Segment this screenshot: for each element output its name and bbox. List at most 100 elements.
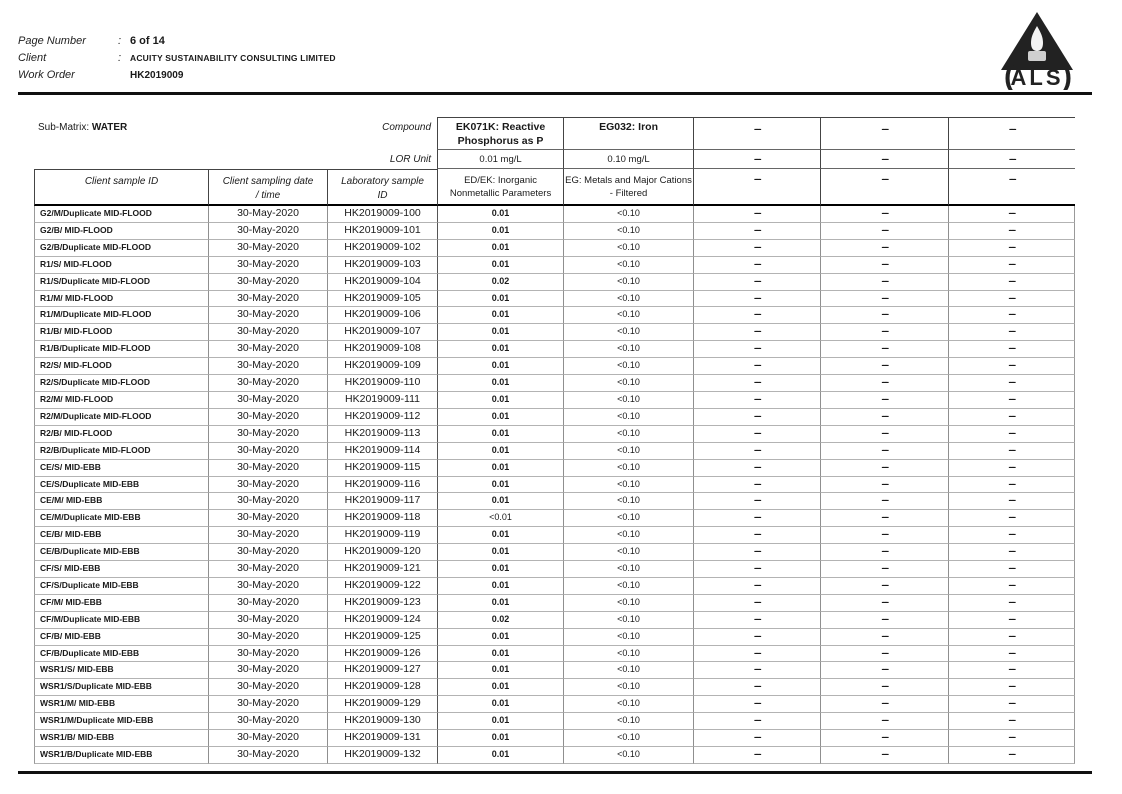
empty-value-cell: ---- xyxy=(693,577,821,595)
sampling-date-cell: 30-May-2020 xyxy=(208,391,327,409)
empty-value-cell: ---- xyxy=(693,391,821,409)
empty-value-cell: ---- xyxy=(948,696,1076,714)
lab-sample-id-cell: HK2019009-132 xyxy=(327,747,438,764)
empty-value-cell: ---- xyxy=(693,493,821,511)
table-row: R1/M/Duplicate MID-FLOOD 30-May-2020 HK2… xyxy=(34,307,1076,325)
iron-value-cell: <0.10 xyxy=(563,290,694,308)
table-row: G2/B/ MID-FLOOD 30-May-2020 HK2019009-10… xyxy=(34,222,1076,240)
empty-value-cell: ---- xyxy=(693,256,821,274)
sample-id-cell: R2/M/ MID-FLOOD xyxy=(34,391,208,409)
lab-sample-id-cell: HK2019009-113 xyxy=(327,425,438,443)
empty-value-cell: ---- xyxy=(948,459,1076,477)
table-row: CF/S/Duplicate MID-EBB 30-May-2020 HK201… xyxy=(34,577,1076,595)
empty-value-cell: ---- xyxy=(820,527,949,545)
table-row: CE/B/ MID-EBB 30-May-2020 HK2019009-119 … xyxy=(34,527,1076,545)
sampling-date-cell: 30-May-2020 xyxy=(208,527,327,545)
method-group-cell: ED/EK: Inorganic Nonmetallic Parameters xyxy=(437,169,564,206)
table-row: CF/M/ MID-EBB 30-May-2020 HK2019009-123 … xyxy=(34,594,1076,612)
sample-id-cell: CE/S/ MID-EBB xyxy=(34,459,208,477)
phosphorus-value-cell: 0.02 xyxy=(437,273,564,291)
page-number-value: 6 of 14 xyxy=(130,35,165,47)
lab-sample-id-cell: HK2019009-119 xyxy=(327,527,438,545)
sampling-date-cell: 30-May-2020 xyxy=(208,459,327,477)
phosphorus-value-cell: <0.01 xyxy=(437,510,564,528)
empty-value-cell: ---- xyxy=(693,375,821,392)
compound-name-cell: EG032: Iron xyxy=(563,117,694,150)
empty-value-cell: ---- xyxy=(693,679,821,697)
phosphorus-value-cell: 0.01 xyxy=(437,442,564,460)
empty-value-cell: ---- xyxy=(693,239,821,257)
empty-value-cell: ---- xyxy=(820,561,949,578)
empty-value-cell: ---- xyxy=(948,391,1076,409)
empty-value-cell: ---- xyxy=(820,510,949,528)
empty-value-cell: ---- xyxy=(948,577,1076,595)
sample-id-cell: CE/B/ MID-EBB xyxy=(34,527,208,545)
client-value: ACUITY SUSTAINABILITY CONSULTING LIMITED xyxy=(130,53,336,63)
empty-value-cell: ---- xyxy=(820,713,949,731)
sampling-date-cell: 30-May-2020 xyxy=(208,273,327,291)
empty-value-cell: ---- xyxy=(948,662,1076,680)
footer-divider-rule xyxy=(18,771,1092,774)
table-row: WSR1/S/Duplicate MID-EBB 30-May-2020 HK2… xyxy=(34,679,1076,697)
empty-value-cell: ---- xyxy=(693,408,821,426)
empty-value-cell: ---- xyxy=(693,696,821,714)
compound-name-cell: ---- xyxy=(820,117,949,150)
iron-value-cell: <0.10 xyxy=(563,341,694,359)
sampling-date-cell: 30-May-2020 xyxy=(208,425,327,443)
empty-value-cell: ---- xyxy=(948,544,1076,562)
empty-value-cell: ---- xyxy=(948,206,1076,223)
empty-value-cell: ---- xyxy=(693,662,821,680)
table-row: CF/B/ MID-EBB 30-May-2020 HK2019009-125 … xyxy=(34,628,1076,646)
sampling-date-cell: 30-May-2020 xyxy=(208,239,327,257)
empty-value-cell: ---- xyxy=(948,730,1076,747)
sampling-date-cell: 30-May-2020 xyxy=(208,730,327,747)
phosphorus-value-cell: 0.01 xyxy=(437,324,564,342)
empty-value-cell: ---- xyxy=(820,611,949,629)
table-row: R1/M/ MID-FLOOD 30-May-2020 HK2019009-10… xyxy=(34,290,1076,308)
table-row: CE/M/Duplicate MID-EBB 30-May-2020 HK201… xyxy=(34,510,1076,528)
lab-sample-id-cell: HK2019009-112 xyxy=(327,408,438,426)
compound-label: Compound xyxy=(382,122,432,133)
sample-id-cell: CF/B/Duplicate MID-EBB xyxy=(34,645,208,663)
sampling-date-cell: 30-May-2020 xyxy=(208,307,327,325)
sample-id-cell: R2/S/Duplicate MID-FLOOD xyxy=(34,375,208,392)
sampling-date-cell: 30-May-2020 xyxy=(208,493,327,511)
table-row: WSR1/B/ MID-EBB 30-May-2020 HK2019009-13… xyxy=(34,730,1076,747)
empty-value-cell: ---- xyxy=(820,577,949,595)
phosphorus-value-cell: 0.01 xyxy=(437,425,564,443)
phosphorus-value-cell: 0.01 xyxy=(437,341,564,359)
sample-id-cell: R1/B/ MID-FLOOD xyxy=(34,324,208,342)
submatrix-compound-cell: Sub-Matrix: WATER Compound xyxy=(34,117,437,150)
sampling-date-cell: 30-May-2020 xyxy=(208,358,327,376)
method-group-cell: ---- xyxy=(948,169,1076,206)
sample-id-cell: CE/M/ MID-EBB xyxy=(34,493,208,511)
empty-value-cell: ---- xyxy=(820,493,949,511)
empty-value-cell: ---- xyxy=(948,273,1076,291)
table-row: R1/B/Duplicate MID-FLOOD 30-May-2020 HK2… xyxy=(34,341,1076,359)
iron-value-cell: <0.10 xyxy=(563,425,694,443)
table-row: R1/S/ MID-FLOOD 30-May-2020 HK2019009-10… xyxy=(34,256,1076,274)
sample-id-cell: G2/B/Duplicate MID-FLOOD xyxy=(34,239,208,257)
sample-id-cell: WSR1/S/ MID-EBB xyxy=(34,662,208,680)
iron-value-cell: <0.10 xyxy=(563,442,694,460)
sample-id-cell: CE/M/Duplicate MID-EBB xyxy=(34,510,208,528)
empty-value-cell: ---- xyxy=(948,747,1076,764)
iron-value-cell: <0.10 xyxy=(563,510,694,528)
sample-id-cell: R2/B/Duplicate MID-FLOOD xyxy=(34,442,208,460)
phosphorus-value-cell: 0.01 xyxy=(437,594,564,612)
sample-id-cell: WSR1/B/Duplicate MID-EBB xyxy=(34,747,208,764)
empty-value-cell: ---- xyxy=(820,747,949,764)
iron-value-cell: <0.10 xyxy=(563,324,694,342)
empty-value-cell: ---- xyxy=(693,713,821,731)
phosphorus-value-cell: 0.01 xyxy=(437,459,564,477)
sample-id-cell: R2/B/ MID-FLOOD xyxy=(34,425,208,443)
empty-value-cell: ---- xyxy=(693,459,821,477)
lab-sample-id-cell: HK2019009-102 xyxy=(327,239,438,257)
sampling-date-cell: 30-May-2020 xyxy=(208,628,327,646)
compound-header-row: Sub-Matrix: WATER Compound EK071K: React… xyxy=(34,117,1076,150)
empty-value-cell: ---- xyxy=(820,696,949,714)
empty-value-cell: ---- xyxy=(693,307,821,325)
empty-value-cell: ---- xyxy=(693,561,821,578)
page-number-row: Page Number : 6 of 14 xyxy=(18,35,336,52)
empty-value-cell: ---- xyxy=(820,307,949,325)
